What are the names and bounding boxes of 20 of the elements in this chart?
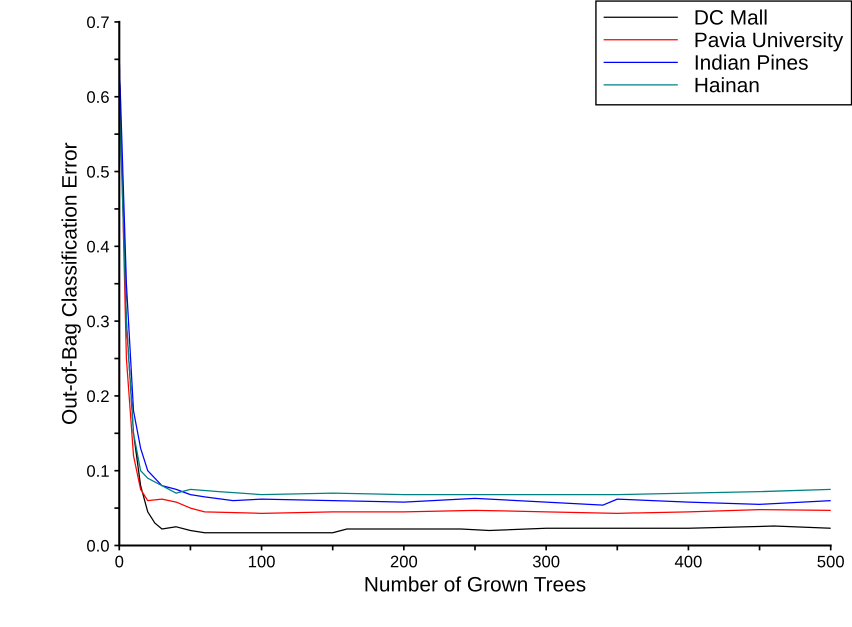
legend-label: DC Mall <box>696 9 767 25</box>
y-tick-label: 0.3 <box>87 316 109 328</box>
x-tick-label: 300 <box>532 556 560 568</box>
x-tick-label: 500 <box>817 556 844 568</box>
legend-label: Hainan <box>696 77 759 92</box>
legend-label: Indian Pines <box>696 54 808 70</box>
x-axis-title: Number of Grown Trees <box>366 576 586 592</box>
y-tick-label: 0.4 <box>87 240 110 253</box>
y-tick-label: 0.7 <box>87 16 109 28</box>
y-tick-label: 0.2 <box>87 390 109 402</box>
x-tick-label: 100 <box>248 556 275 568</box>
x-tick-label: 0 <box>115 556 124 568</box>
y-tick-label: 0.5 <box>87 166 109 178</box>
x-tick-label: 200 <box>390 556 418 568</box>
y-tick-label: 0.1 <box>87 465 109 477</box>
y-tick-label: 0.0 <box>87 540 109 552</box>
y-tick-label: 0.6 <box>87 91 109 103</box>
legend-label: Pavia University <box>696 32 844 52</box>
y-axis-title: Out-of-Bag Classification Error <box>61 142 81 424</box>
x-tick-label: 400 <box>674 556 702 568</box>
